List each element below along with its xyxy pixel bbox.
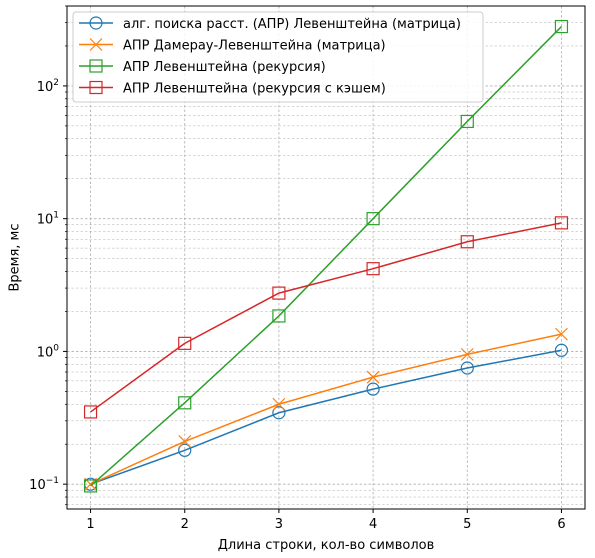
data-point: [460, 114, 474, 129]
data-point: [272, 406, 286, 420]
series-1: [83, 343, 569, 491]
x-tick-label: 2: [181, 517, 189, 532]
legend-entry: алг. поиска расст. (АПР) Левенштейна (ма…: [79, 16, 461, 32]
marker-stroke: [178, 434, 192, 448]
data-point: [366, 370, 380, 384]
data-point: [272, 397, 286, 411]
series-line: [90, 26, 562, 487]
x-tick-label: 1: [86, 517, 94, 532]
data-point: [554, 19, 569, 34]
data-point: [272, 309, 286, 323]
legend-entry: АПР Левенштейна (рекурсия с кэшем): [79, 80, 386, 97]
data-point: [89, 16, 103, 30]
data-point: [89, 38, 103, 51]
data-point: [178, 336, 192, 350]
legend-label: алг. поиска расст. (АПР) Левенштейна (ма…: [123, 17, 461, 32]
x-axis-label: Длина строки, кол-во символов: [218, 538, 435, 553]
legend-box: [72, 11, 484, 103]
marker-stroke: [460, 347, 474, 361]
data-point: [89, 80, 103, 95]
data-point: [366, 212, 380, 226]
y-tick-label: 100: [37, 343, 60, 360]
data-point: [554, 216, 569, 230]
marker-stroke: [89, 38, 103, 51]
marker-stroke: [555, 327, 568, 341]
data-point: [460, 347, 474, 361]
legend: алг. поиска расст. (АПР) Левенштейна (ма…: [72, 11, 484, 103]
data-point: [460, 235, 474, 249]
marker-stroke: [272, 397, 286, 411]
series-group: [83, 19, 569, 493]
legend-entry: АПР Дамерау-Левенштейна (матрица): [79, 38, 386, 54]
legend-label: АПР Левенштейна (рекурсия с кэшем): [123, 82, 386, 97]
data-point: [366, 382, 380, 396]
plot-frame: [66, 5, 586, 510]
data-point: [83, 479, 98, 493]
data-point: [554, 343, 569, 357]
series-3: [83, 19, 569, 493]
y-tick-label: 101: [37, 211, 59, 228]
data-point: [178, 434, 192, 448]
y-tick-label: 102: [37, 78, 59, 95]
y-axis-label: Время, мс: [8, 223, 23, 291]
series-2: [84, 327, 568, 491]
marker-stroke: [366, 370, 380, 384]
data-point: [366, 262, 380, 276]
x-tick-label: 6: [557, 517, 565, 532]
data-point: [555, 327, 568, 341]
x-tick-label: 4: [369, 517, 377, 532]
x-tick-label: 3: [275, 517, 283, 532]
series-line: [90, 349, 562, 485]
data-point: [460, 361, 474, 375]
data-point: [89, 59, 103, 73]
axis-ticks: 1 2 3 4 5 6 10−1 100 101 102: [29, 5, 566, 532]
series-4: [83, 216, 569, 419]
legend-label: АПР Левенштейна (рекурсия): [123, 60, 326, 75]
x-tick-label: 5: [463, 517, 471, 532]
y-tick-label: 10−1: [29, 476, 59, 493]
data-point: [178, 396, 192, 410]
data-point: [272, 286, 286, 300]
legend-label: АПР Дамерау-Левенштейна (матрица): [123, 39, 386, 54]
series-line: [90, 222, 562, 413]
legend-entry: АПР Левенштейна (рекурсия): [79, 59, 326, 75]
data-point: [83, 405, 98, 419]
series-line: [90, 333, 562, 485]
data-point: [178, 443, 192, 457]
